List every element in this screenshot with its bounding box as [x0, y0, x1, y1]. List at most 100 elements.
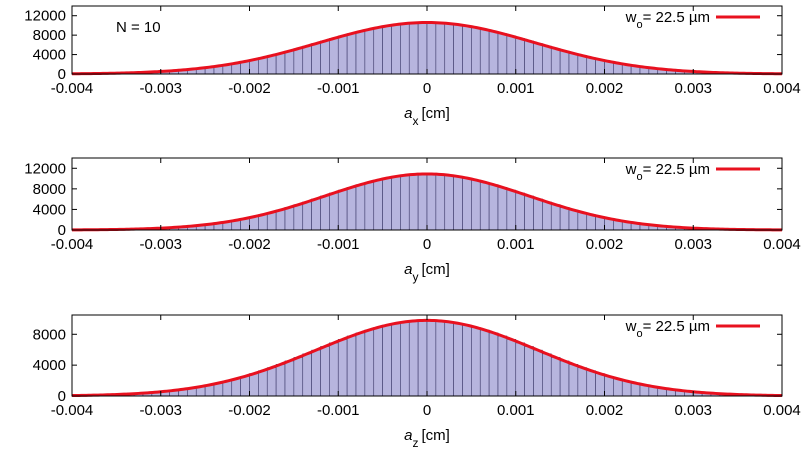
histogram-bar	[577, 367, 588, 397]
histogram-bar	[435, 22, 446, 75]
x-tick-label: -0.003	[139, 402, 182, 419]
histogram-bar	[577, 212, 588, 231]
histogram-bar	[524, 346, 534, 397]
legend-subscript: o	[636, 328, 642, 340]
histogram-bar	[320, 346, 330, 397]
histogram-bar	[435, 320, 446, 397]
x-tick-label: -0.001	[317, 80, 360, 97]
histogram-bar	[550, 357, 561, 397]
histogram-bar	[355, 184, 366, 231]
histogram-bar	[258, 370, 268, 397]
histogram-bar	[533, 349, 543, 397]
histogram-bar	[506, 339, 517, 397]
x-tick-label: -0.003	[139, 80, 182, 97]
histogram-bar	[293, 204, 304, 231]
histogram-bar	[293, 48, 304, 75]
histogram-bar	[373, 327, 383, 397]
y-tick-label: 4000	[33, 357, 66, 374]
x-axis-label: ay [cm]	[404, 261, 450, 284]
legend: wo= 22.5 µm	[625, 161, 760, 183]
x-tick-label: -0.002	[228, 402, 271, 419]
histogram-bar	[542, 45, 552, 75]
histogram-bar	[258, 57, 268, 75]
histogram-bar	[586, 214, 596, 231]
histogram-bar	[240, 375, 250, 397]
histogram-bar	[355, 31, 366, 75]
histogram-bar	[471, 27, 481, 75]
histogram-bar	[453, 176, 463, 231]
histogram-bar	[515, 342, 525, 397]
histogram-bar	[559, 207, 570, 231]
x-tick-label: 0	[423, 236, 431, 253]
histogram-bar	[346, 187, 357, 231]
x-axis-label: az [cm]	[404, 427, 450, 450]
histogram-bar	[231, 378, 241, 397]
histogram-bar	[479, 329, 490, 397]
histogram-bar	[471, 179, 481, 231]
histogram-bar	[586, 57, 596, 75]
histogram-bar	[479, 181, 490, 231]
histogram-bar	[400, 23, 410, 75]
legend-symbol: w	[625, 161, 637, 178]
panel-a_x: wo= 22.5 µm -0.004 -0.003 -0.002 -0.001 0 0.00…	[24, 5, 801, 128]
histogram-bar	[453, 24, 463, 75]
histogram-bar	[462, 177, 472, 231]
histogram-bar	[444, 321, 454, 397]
histogram-bar	[311, 43, 321, 75]
y-tick-label: 8000	[33, 181, 66, 198]
y-tick-label: 12000	[24, 8, 66, 25]
x-tick-label: -0.002	[228, 236, 271, 253]
histogram-bar	[337, 339, 348, 397]
x-axis-label-variable: a	[404, 427, 412, 444]
x-axis-label-unit: [cm]	[422, 261, 450, 278]
histogram-bar	[391, 176, 401, 231]
y-tick-label: 0	[58, 66, 66, 83]
histogram-bar	[320, 40, 330, 75]
histogram-bar	[302, 45, 312, 75]
histogram-bar	[293, 357, 304, 397]
histogram-bar	[604, 375, 614, 397]
histogram-bar	[506, 35, 517, 75]
histogram-bar	[346, 33, 357, 75]
histogram-bar	[382, 25, 392, 75]
histogram-bar	[417, 320, 428, 397]
x-tick-label: -0.003	[139, 236, 182, 253]
legend-subscript: o	[636, 171, 642, 183]
histogram-bar	[382, 177, 392, 231]
histogram-bar	[311, 349, 321, 397]
x-tick-label: -0.004	[51, 80, 94, 97]
x-tick-label: 0	[423, 402, 431, 419]
histogram-bar	[435, 174, 446, 231]
histogram-bar	[568, 209, 579, 231]
histogram-bar	[346, 335, 357, 397]
histogram-bar	[453, 323, 463, 397]
histogram-bar	[479, 29, 490, 75]
histogram-bar	[515, 192, 525, 231]
x-tick-label: 0.001	[497, 236, 535, 253]
histogram-bar	[329, 192, 339, 231]
histogram-bar	[533, 198, 543, 231]
x-tick-label: -0.001	[317, 402, 360, 419]
histogram-bar	[329, 342, 339, 397]
histogram-bar	[266, 367, 277, 397]
histogram-bar	[364, 329, 375, 397]
panel-a_z: wo= 22.5 µm -0.004 -0.003 -0.002 -0.001 0 0.00…	[33, 314, 801, 450]
histogram-bar	[275, 364, 286, 397]
x-axis-label-unit: [cm]	[422, 427, 450, 444]
fit-curve-line	[71, 21, 783, 76]
legend-value: = 22.5 µm	[643, 9, 710, 26]
histogram-bars	[71, 320, 783, 397]
histogram-bar	[408, 320, 419, 397]
histogram-bars	[71, 22, 783, 75]
histogram-bar	[266, 212, 277, 231]
histogram-bar	[266, 55, 277, 75]
histogram-bar	[400, 321, 410, 397]
histogram-bar	[497, 335, 508, 397]
histogram-bar	[515, 38, 525, 75]
histogram-bar	[382, 324, 392, 397]
histogram-bar	[444, 174, 454, 231]
x-axis-label-unit: [cm]	[422, 105, 450, 122]
histogram-bar	[284, 360, 295, 397]
fit-curve-line	[71, 318, 783, 398]
histogram-bar	[559, 360, 570, 397]
